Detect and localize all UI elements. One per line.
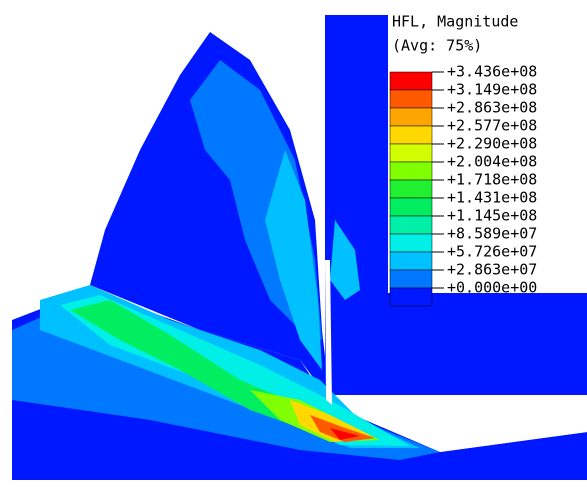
legend-label: +2.004e+08 (447, 153, 537, 171)
contour-plot: HFL, Magnitude (Avg: 75%) +3.436e+08+3.1… (0, 0, 587, 492)
legend-swatch (390, 216, 432, 234)
legend-title: HFL, Magnitude (392, 13, 518, 31)
legend-swatch (390, 270, 432, 288)
legend-label: +3.149e+08 (447, 81, 537, 99)
legend-swatch (390, 90, 432, 108)
legend-swatch (390, 288, 432, 306)
legend-swatch (390, 108, 432, 126)
legend-label: +1.431e+08 (447, 189, 537, 207)
legend-label: +8.589e+07 (447, 225, 537, 243)
legend-swatch (390, 252, 432, 270)
legend-label: +0.000e+00 (447, 279, 537, 297)
legend-swatch (390, 72, 432, 90)
legend-swatch (390, 126, 432, 144)
legend: +3.436e+08+3.149e+08+2.863e+08+2.577e+08… (390, 63, 537, 307)
legend-swatch (390, 144, 432, 162)
legend-label: +2.863e+07 (447, 261, 537, 279)
legend-label: +2.863e+08 (447, 99, 537, 117)
legend-swatch (390, 234, 432, 252)
legend-label: +1.718e+08 (447, 171, 537, 189)
legend-label: +1.145e+08 (447, 207, 537, 225)
legend-label: +5.726e+07 (447, 243, 537, 261)
legend-label: +2.290e+08 (447, 135, 537, 153)
legend-label: +2.577e+08 (447, 117, 537, 135)
legend-swatch (390, 198, 432, 216)
legend-subtitle: (Avg: 75%) (392, 37, 482, 55)
legend-swatch (390, 162, 432, 180)
legend-swatch (390, 180, 432, 198)
legend-label: +3.436e+08 (447, 63, 537, 81)
